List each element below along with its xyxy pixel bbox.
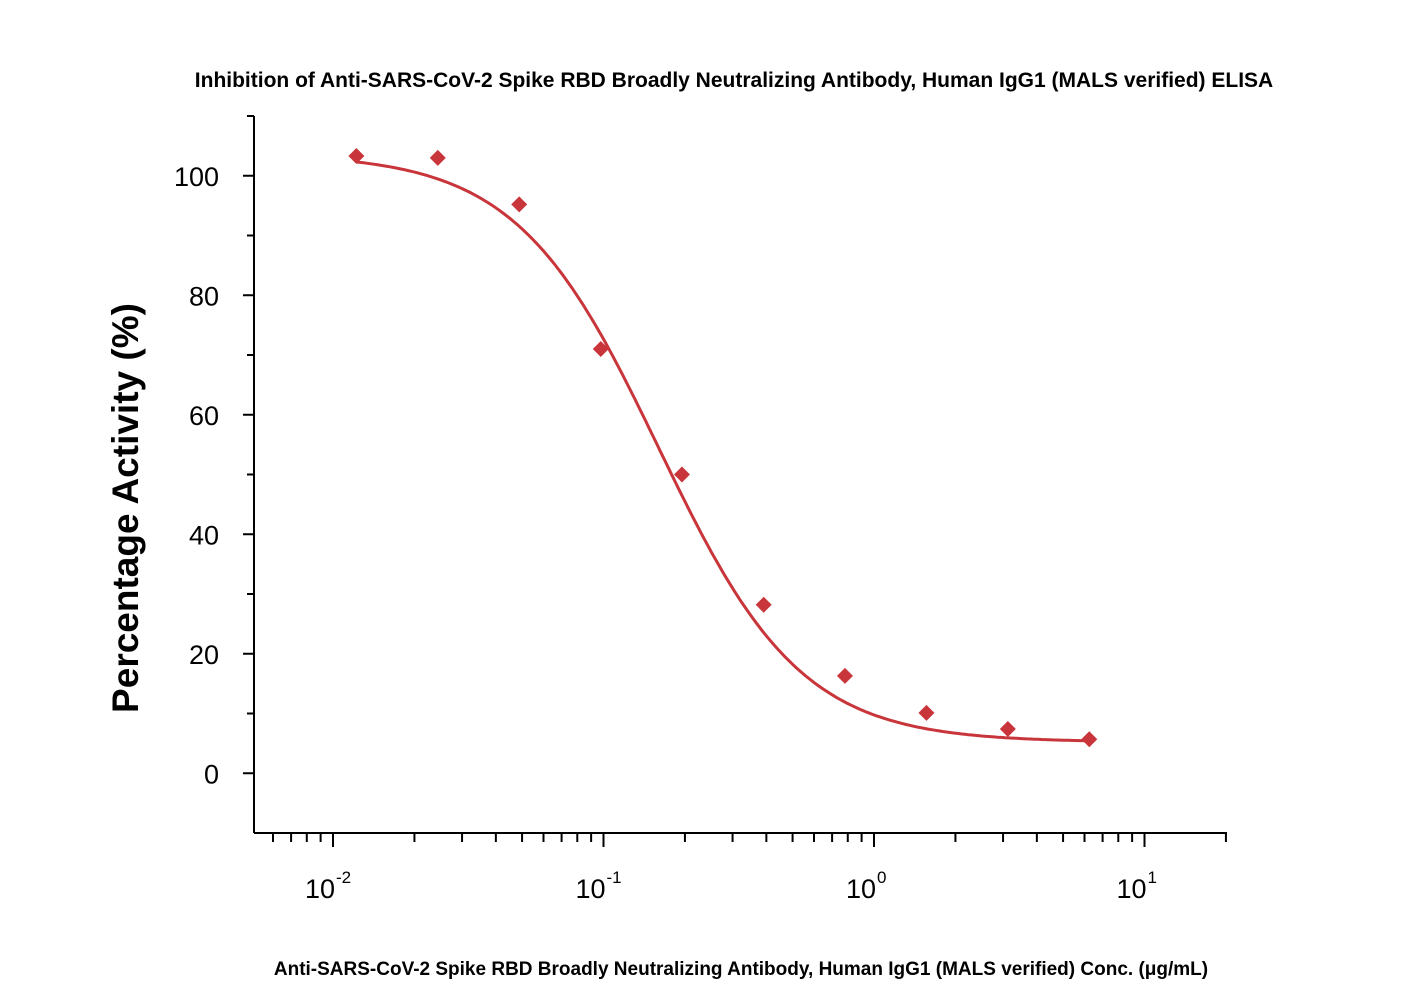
x-tick-label: 10 -2 — [305, 868, 351, 904]
x-tick-label-exponent: -1 — [607, 868, 622, 887]
x-tick-label-base: 10 — [846, 874, 876, 904]
data-point — [511, 196, 528, 213]
data-points — [348, 148, 1098, 748]
chart-title: Inhibition of Anti-SARS-CoV-2 Spike RBD … — [195, 69, 1273, 92]
data-point — [673, 466, 690, 483]
y-ticks: 0 20 40 60 80 100 — [174, 115, 254, 789]
axes — [253, 116, 1227, 834]
x-tick-label-base: 10 — [305, 874, 335, 904]
data-point — [348, 148, 365, 165]
y-tick-label: 0 — [204, 759, 219, 789]
x-tick-label-base: 10 — [575, 874, 605, 904]
data-point — [755, 596, 772, 613]
data-point — [836, 667, 853, 684]
data-point — [592, 341, 609, 358]
x-tick-label-exponent: 0 — [877, 868, 886, 887]
y-tick-label: 20 — [189, 640, 219, 670]
x-ticks: 10 -2 10 -1 10 0 10 1 — [271, 833, 1227, 904]
data-point — [918, 704, 935, 721]
x-tick-label-base: 10 — [1116, 874, 1146, 904]
x-tick-label: 10 1 — [1116, 868, 1157, 904]
y-tick-label: 100 — [174, 162, 219, 192]
y-axis-label: Percentage Activity (%) — [105, 303, 146, 713]
x-tick-label: 10 -1 — [575, 868, 621, 904]
x-tick-label: 10 0 — [846, 868, 887, 904]
y-tick-label: 40 — [189, 520, 219, 550]
y-tick-label: 60 — [189, 401, 219, 431]
x-tick-label-exponent: 1 — [1148, 868, 1157, 887]
x-axis-label: Anti-SARS-CoV-2 Spike RBD Broadly Neutra… — [274, 959, 1208, 980]
y-tick-label: 80 — [189, 281, 219, 311]
data-point — [999, 721, 1016, 738]
x-tick-label-exponent: -2 — [336, 868, 351, 887]
fit-curve — [356, 160, 1090, 743]
data-point — [1081, 731, 1098, 748]
data-point — [429, 149, 446, 166]
